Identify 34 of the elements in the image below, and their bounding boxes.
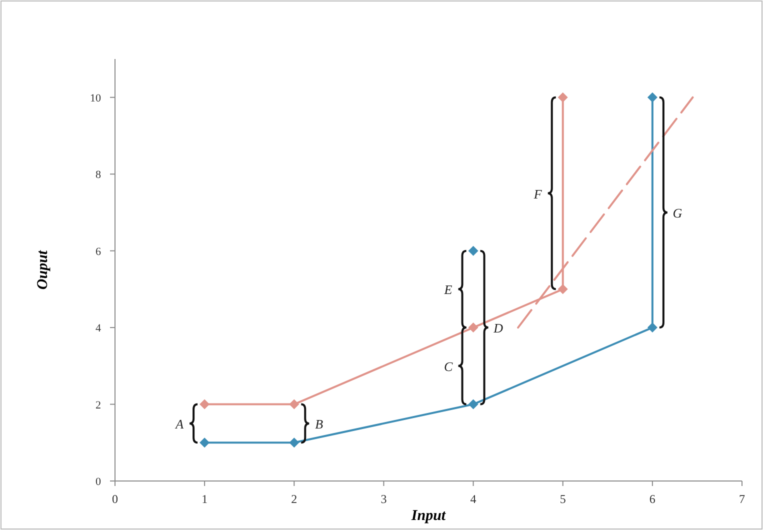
point [558,92,568,102]
x-tick-label: 2 [291,492,298,506]
point [647,92,658,102]
x-tick-label: 0 [112,492,118,506]
annotation: E [443,282,452,298]
annotation: C [444,358,453,374]
y-tick-label: 2 [96,399,101,412]
annotation: D [492,320,504,336]
x-tick-label: 6 [649,492,656,506]
point [468,246,478,256]
y-tick-label: 0 [96,476,102,488]
x-tick-label: 7 [739,492,745,506]
point [289,438,300,448]
point [468,322,478,333]
point [200,399,210,410]
y-axis-title: Ouput [35,250,51,290]
point [200,438,210,448]
x-tick-label: 1 [202,492,208,506]
y-tick-label: 8 [96,169,102,182]
x-tick-label: 3 [380,492,387,506]
annotation: F [532,186,543,202]
annotation: G [672,205,683,220]
annotation: A [174,416,184,432]
x-tick-label: 5 [560,492,566,506]
point [289,399,300,410]
y-tick-label: 4 [96,322,102,335]
point [558,284,568,294]
x-axis-title: Input [410,508,446,524]
x-tick-label: 4 [470,492,476,506]
annotation: B [315,416,324,432]
point [647,322,658,333]
point [468,399,478,410]
y-tick-label: 6 [96,246,102,258]
y-tick-label: 10 [90,92,102,104]
